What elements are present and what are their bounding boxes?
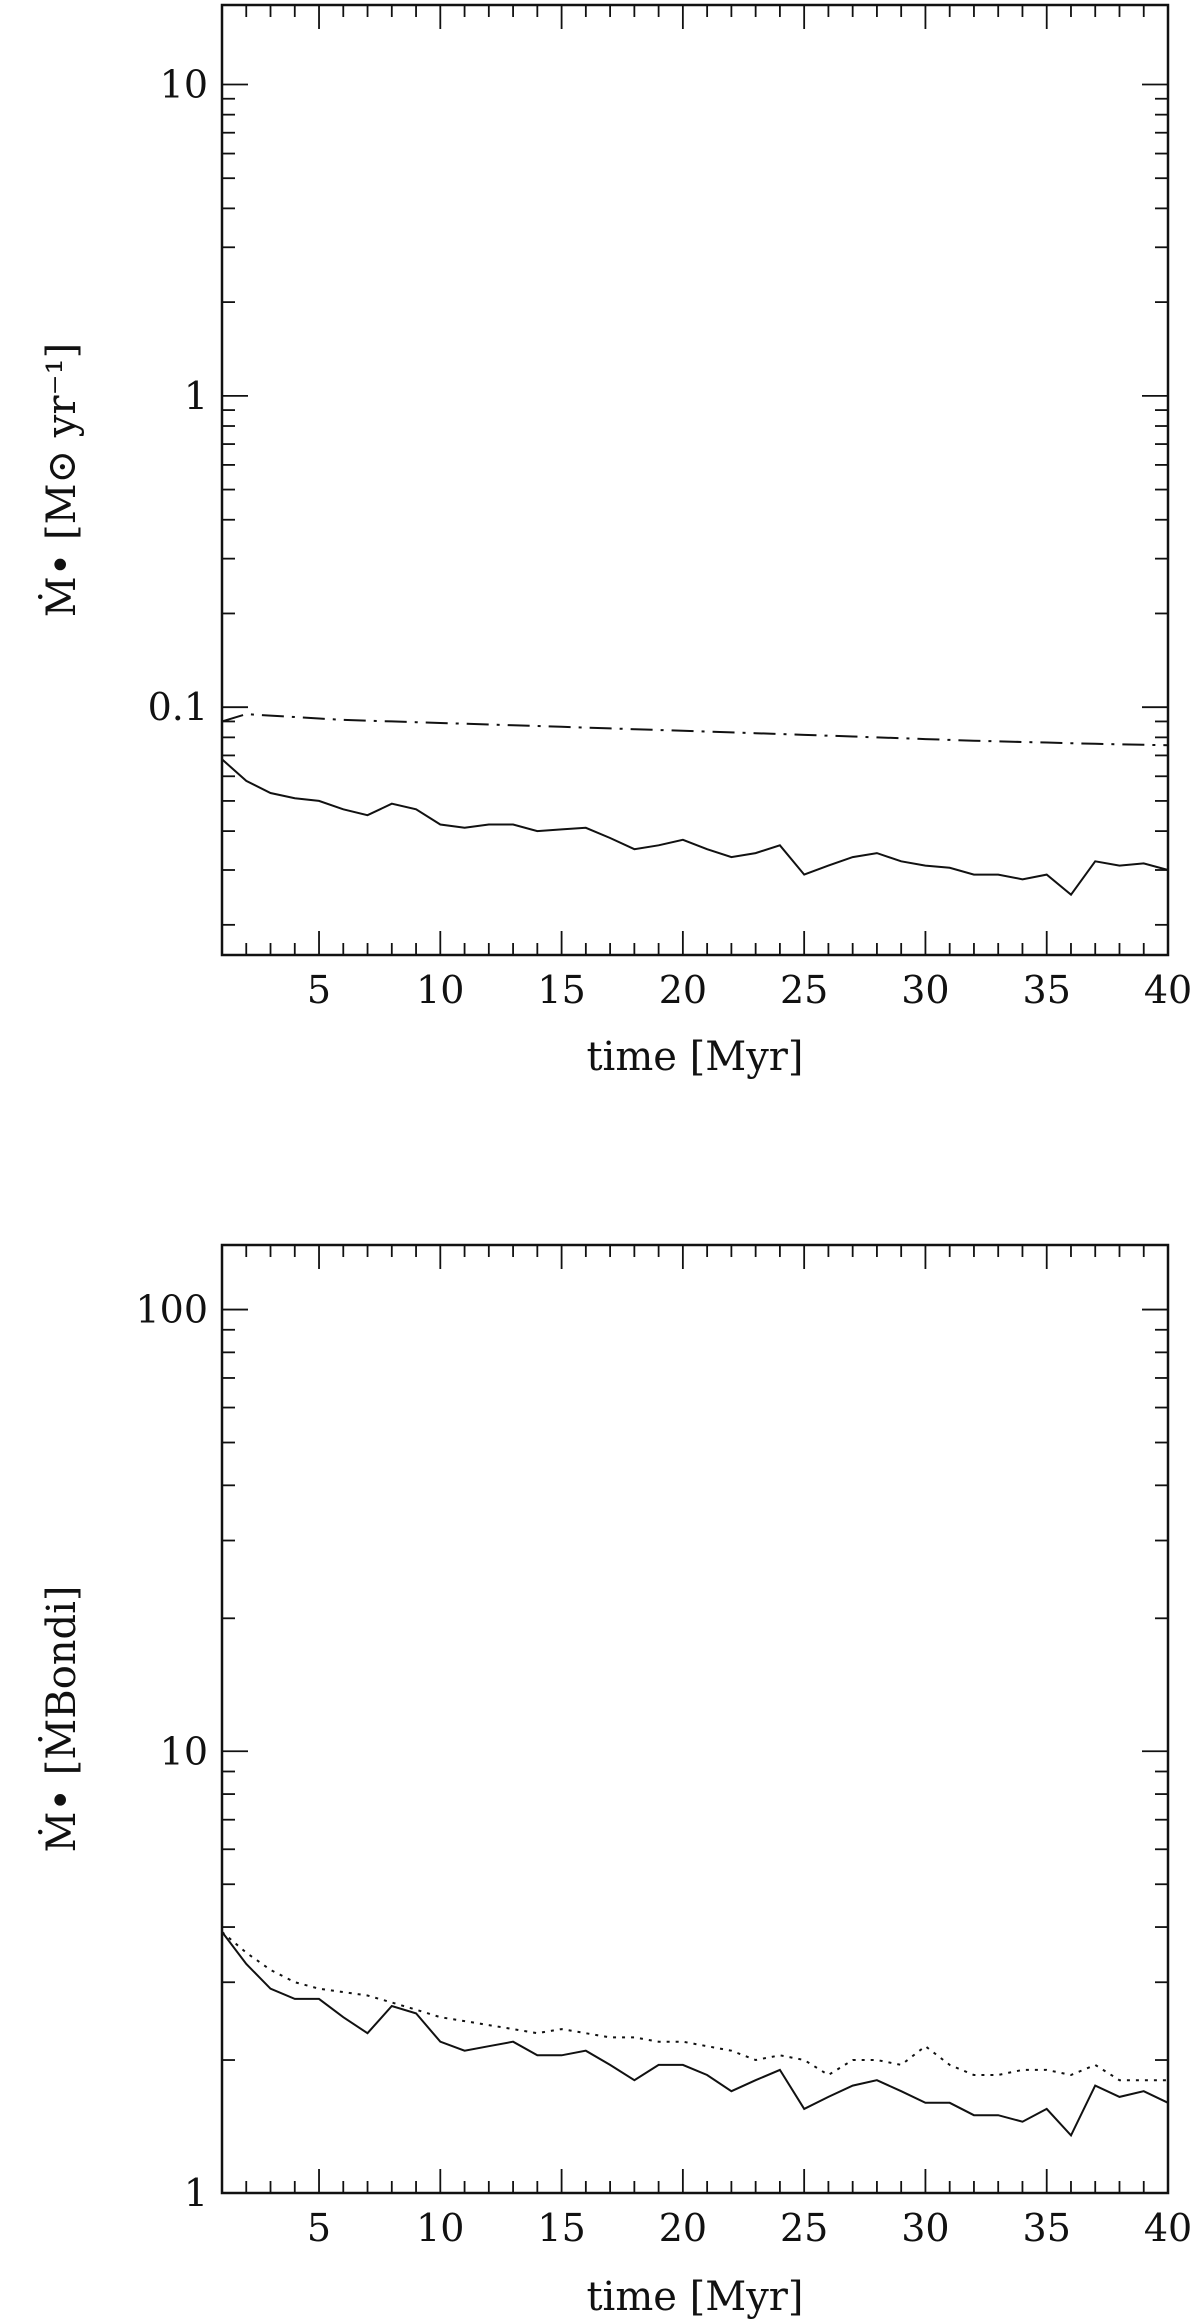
top-x-tick-label: 20 (659, 968, 707, 1012)
top-plot-frame (220, 3, 1170, 957)
top-tick-layer: 5 10 15 20 25 30 35 40 0.1 1 10 (148, 5, 1192, 1012)
bottom-y-tick-label: 10 (160, 1729, 208, 1773)
bottom-y-tick-label: 1 (184, 2171, 208, 2215)
bottom-x-tick-label: 15 (537, 2206, 585, 2250)
top-x-tick-label: 10 (416, 968, 464, 1012)
bottom-y-axis-title: Ṁ• [ṀBondi] (38, 1585, 85, 1852)
top-panel: 5 10 15 20 25 30 35 40 0.1 1 10 time [Myr] Ṁ• [M⊙ … (38, 3, 1192, 1080)
bottom-x-tick-label: 35 (1023, 2206, 1071, 2250)
bottom-x-tick-label: 25 (780, 2206, 828, 2250)
top-x-tick-label: 25 (780, 968, 828, 1012)
bottom-x-tick-label: 40 (1144, 2206, 1192, 2250)
bottom-x-tick-label: 10 (416, 2206, 464, 2250)
top-x-tick-label: 40 (1144, 968, 1192, 1012)
top-x-axis-title: time [Myr] (586, 1034, 803, 1080)
bottom-panel: 5 10 15 20 25 30 35 40 1 10 100 time [Myr] Ṁ• [ṀBo… (38, 1243, 1192, 2320)
top-x-tick-label: 30 (901, 968, 949, 1012)
top-x-tick-label: 5 (307, 968, 331, 1012)
top-y-axis-title: Ṁ• [M⊙ yr⁻¹] (38, 343, 85, 618)
bottom-x-axis-title: time [Myr] (586, 2274, 803, 2320)
top-x-tick-label: 35 (1023, 968, 1071, 1012)
bottom-x-tick-label: 30 (901, 2206, 949, 2250)
top-y-tick-label: 0.1 (148, 685, 208, 729)
bottom-x-tick-label: 5 (307, 2206, 331, 2250)
top-y-tick-label: 1 (184, 374, 208, 418)
bottom-y-tick-label: 100 (135, 1288, 208, 1332)
top-series-dash-dot-line (221, 713, 1169, 747)
bottom-x-tick-label: 20 (659, 2206, 707, 2250)
bottom-series-dotted-line (221, 1931, 1168, 2082)
top-x-tick-label: 15 (537, 968, 585, 1012)
bottom-plot-frame (220, 1243, 1170, 2195)
top-series-solid-line (221, 758, 1169, 897)
bottom-series-solid-line (221, 1931, 1169, 2138)
top-y-tick-label: 10 (160, 62, 208, 106)
top-series-layer (221, 713, 1169, 897)
bottom-series-layer (221, 1931, 1169, 2138)
